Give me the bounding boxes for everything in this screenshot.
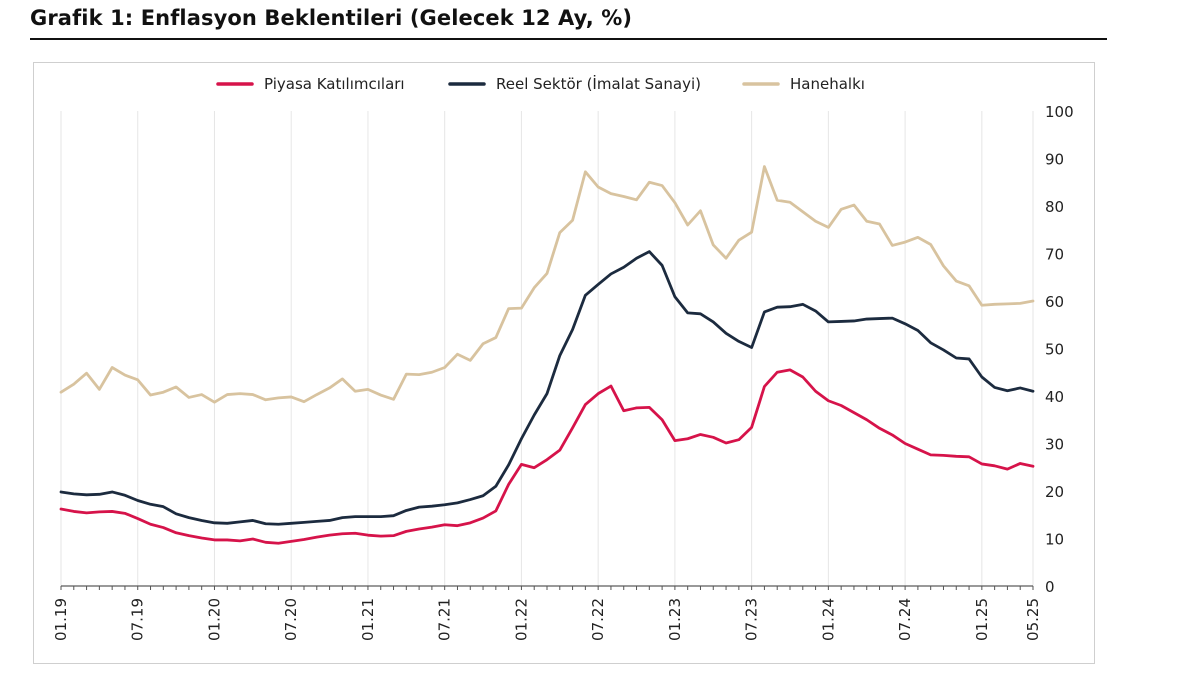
x-tick-label-01.22: 01.22 bbox=[512, 598, 530, 641]
y-tick-label-70: 70 bbox=[1045, 246, 1064, 264]
x-tick-label-01.19: 01.19 bbox=[52, 598, 70, 641]
x-tick-label-07.20: 07.20 bbox=[282, 598, 300, 641]
series-line-1 bbox=[59, 250, 1035, 526]
y-tick-label-80: 80 bbox=[1045, 198, 1064, 216]
x-tick-label-01.23: 01.23 bbox=[666, 598, 684, 641]
x-tick-label-07.23: 07.23 bbox=[743, 598, 761, 641]
y-tick-label-30: 30 bbox=[1045, 436, 1064, 454]
legend-label-1: Reel Sektör (İmalat Sanayi) bbox=[496, 74, 701, 93]
chart-frame bbox=[33, 62, 1095, 664]
y-tick-label-40: 40 bbox=[1045, 388, 1064, 406]
x-tick-label-01.20: 01.20 bbox=[205, 598, 223, 641]
chart-title: Grafik 1: Enflasyon Beklentileri (Gelece… bbox=[30, 6, 633, 30]
x-tick-label-07.22: 07.22 bbox=[589, 598, 607, 641]
series-line-0 bbox=[59, 368, 1035, 545]
x-tick-label-01.25: 01.25 bbox=[973, 598, 991, 641]
x-tick-label-07.21: 07.21 bbox=[436, 598, 454, 641]
y-tick-label-60: 60 bbox=[1045, 293, 1064, 311]
y-tick-label-50: 50 bbox=[1045, 341, 1064, 359]
y-tick-label-90: 90 bbox=[1045, 151, 1064, 169]
y-tick-label-10: 10 bbox=[1045, 531, 1064, 549]
y-tick-label-0: 0 bbox=[1045, 578, 1055, 596]
title-underline bbox=[30, 38, 1107, 40]
series-line-2 bbox=[59, 165, 1035, 404]
x-tick-label-01.21: 01.21 bbox=[359, 598, 377, 641]
y-tick-label-20: 20 bbox=[1045, 483, 1064, 501]
x-tick-label-07.24: 07.24 bbox=[896, 598, 914, 641]
x-tick-label-07.19: 07.19 bbox=[129, 598, 147, 641]
x-tick-label-01.24: 01.24 bbox=[819, 598, 837, 641]
legend-label-0: Piyasa Katılımcıları bbox=[264, 75, 405, 93]
y-tick-label-100: 100 bbox=[1045, 103, 1074, 121]
legend-label-2: Hanehalkı bbox=[790, 75, 865, 93]
x-tick-label-05.25: 05.25 bbox=[1024, 598, 1042, 641]
